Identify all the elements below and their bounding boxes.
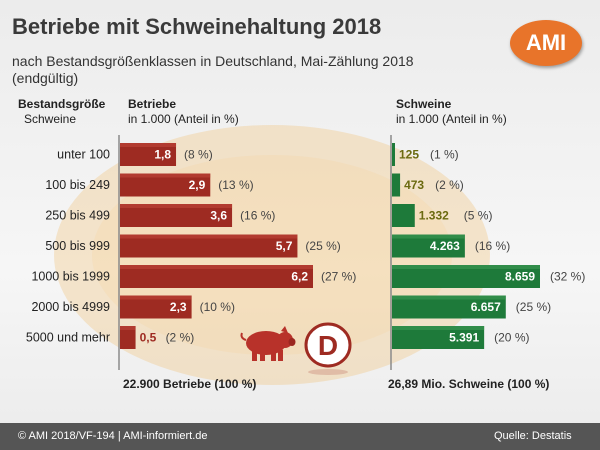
pigs-bar-highlight <box>392 326 485 330</box>
pigs-bar <box>392 173 401 197</box>
pigs-value-label: 1.332 <box>419 209 449 223</box>
pigs-share-label: (2 %) <box>435 178 464 192</box>
pigs-share-label: (25 %) <box>516 300 551 314</box>
farms-share-label: (25 %) <box>305 239 340 253</box>
farms-value-label: 1,8 <box>154 148 171 162</box>
germany-d-icon: D <box>304 322 352 375</box>
farms-bar <box>120 204 233 227</box>
pigs-bar-highlight <box>392 234 465 239</box>
pigs-bar-highlight <box>392 265 540 269</box>
farms-share-label: (13 %) <box>218 178 253 192</box>
farms-value-label: 5,7 <box>276 239 293 253</box>
farms-bar <box>120 173 211 197</box>
farms-header-unit: in 1.000 (Anteil in %) <box>128 112 239 126</box>
footer-copyright: © AMI 2018/VF-194 | AMI-informiert.de <box>18 430 208 442</box>
farms-value-label: 2,3 <box>170 300 187 314</box>
category-label: 500 bis 999 <box>45 239 110 253</box>
farms-share-label: (10 %) <box>200 300 235 314</box>
pigs-value-label: 125 <box>399 148 419 162</box>
pigs-total: 26,89 Mio. Schweine (100 %) <box>388 377 550 391</box>
farms-bar-highlight <box>120 295 192 300</box>
farms-bar-highlight <box>120 173 211 178</box>
chart-subtitle: nach Bestandsgrößenklassen in Deutschlan… <box>12 53 414 86</box>
pigs-bar <box>392 265 540 288</box>
farms-bar <box>120 265 313 288</box>
footer-bar <box>0 423 600 450</box>
pigs-bar-highlight <box>392 295 506 300</box>
farms-bar <box>120 326 136 349</box>
category-label: 2000 bis 4999 <box>31 300 110 314</box>
category-label: unter 100 <box>57 148 110 162</box>
category-label: 1000 bis 1999 <box>31 270 110 284</box>
pig-icon <box>240 326 296 361</box>
pigs-share-label: (32 %) <box>550 270 585 284</box>
size-header-unit: Schweine <box>24 112 77 126</box>
pigs-share-label: (1 %) <box>430 148 459 162</box>
pigs-value-label: 8.659 <box>505 270 535 284</box>
pigs-header-unit: in 1.000 (Anteil in %) <box>396 112 507 126</box>
farms-value-label: 2,9 <box>189 178 206 192</box>
pigs-value-label: 4.263 <box>430 239 460 253</box>
farms-share-label: (16 %) <box>240 209 275 223</box>
farms-value-label: 0,5 <box>140 331 157 345</box>
pigs-share-label: (20 %) <box>494 331 529 345</box>
farms-value-label: 6,2 <box>291 270 308 284</box>
category-label: 250 bis 499 <box>45 209 110 223</box>
farms-bar-highlight <box>120 204 233 208</box>
pigs-bar <box>392 204 415 227</box>
pigs-share-label: (5 %) <box>464 209 493 223</box>
farms-bar-highlight <box>120 326 136 330</box>
pigs-bar <box>392 143 395 166</box>
farms-share-label: (27 %) <box>321 270 356 284</box>
farms-share-label: (8 %) <box>184 148 213 162</box>
size-column-header: Bestandsgröße Schweine <box>18 97 105 127</box>
pigs-header-title: Schweine <box>396 97 452 111</box>
farms-bar <box>120 234 298 258</box>
farms-bar <box>120 143 177 166</box>
pigs-bar <box>392 295 506 319</box>
size-header-title: Bestandsgröße <box>18 97 106 111</box>
svg-text:D: D <box>318 330 338 361</box>
footer-source: Quelle: Destatis <box>494 430 572 442</box>
category-label: 5000 und mehr <box>26 331 110 345</box>
farms-bar-highlight <box>120 265 313 269</box>
farms-share-label: (2 %) <box>166 331 195 345</box>
pigs-bar <box>392 234 465 258</box>
pigs-bar <box>392 326 485 349</box>
farms-header-title: Betriebe <box>128 97 177 111</box>
pigs-value-label: 6.657 <box>471 300 501 314</box>
farms-bar-highlight <box>120 234 298 239</box>
pigs-value-label: 5.391 <box>449 331 479 345</box>
ami-logo: AMI <box>510 20 582 66</box>
farms-bar-highlight <box>120 143 177 147</box>
pigs-value-label: 473 <box>404 178 424 192</box>
pigs-share-label: (16 %) <box>475 239 510 253</box>
farms-column-header: Betriebe in 1.000 (Anteil in %) <box>128 97 239 127</box>
chart-title: Betriebe mit Schweinehaltung 2018 <box>12 14 382 39</box>
pigs-column-header: Schweine in 1.000 (Anteil in %) <box>396 97 507 127</box>
farms-total: 22.900 Betriebe (100 %) <box>123 377 257 391</box>
category-label: 100 bis 249 <box>45 178 110 192</box>
farms-bar <box>120 295 192 319</box>
farms-value-label: 3,6 <box>210 209 227 223</box>
